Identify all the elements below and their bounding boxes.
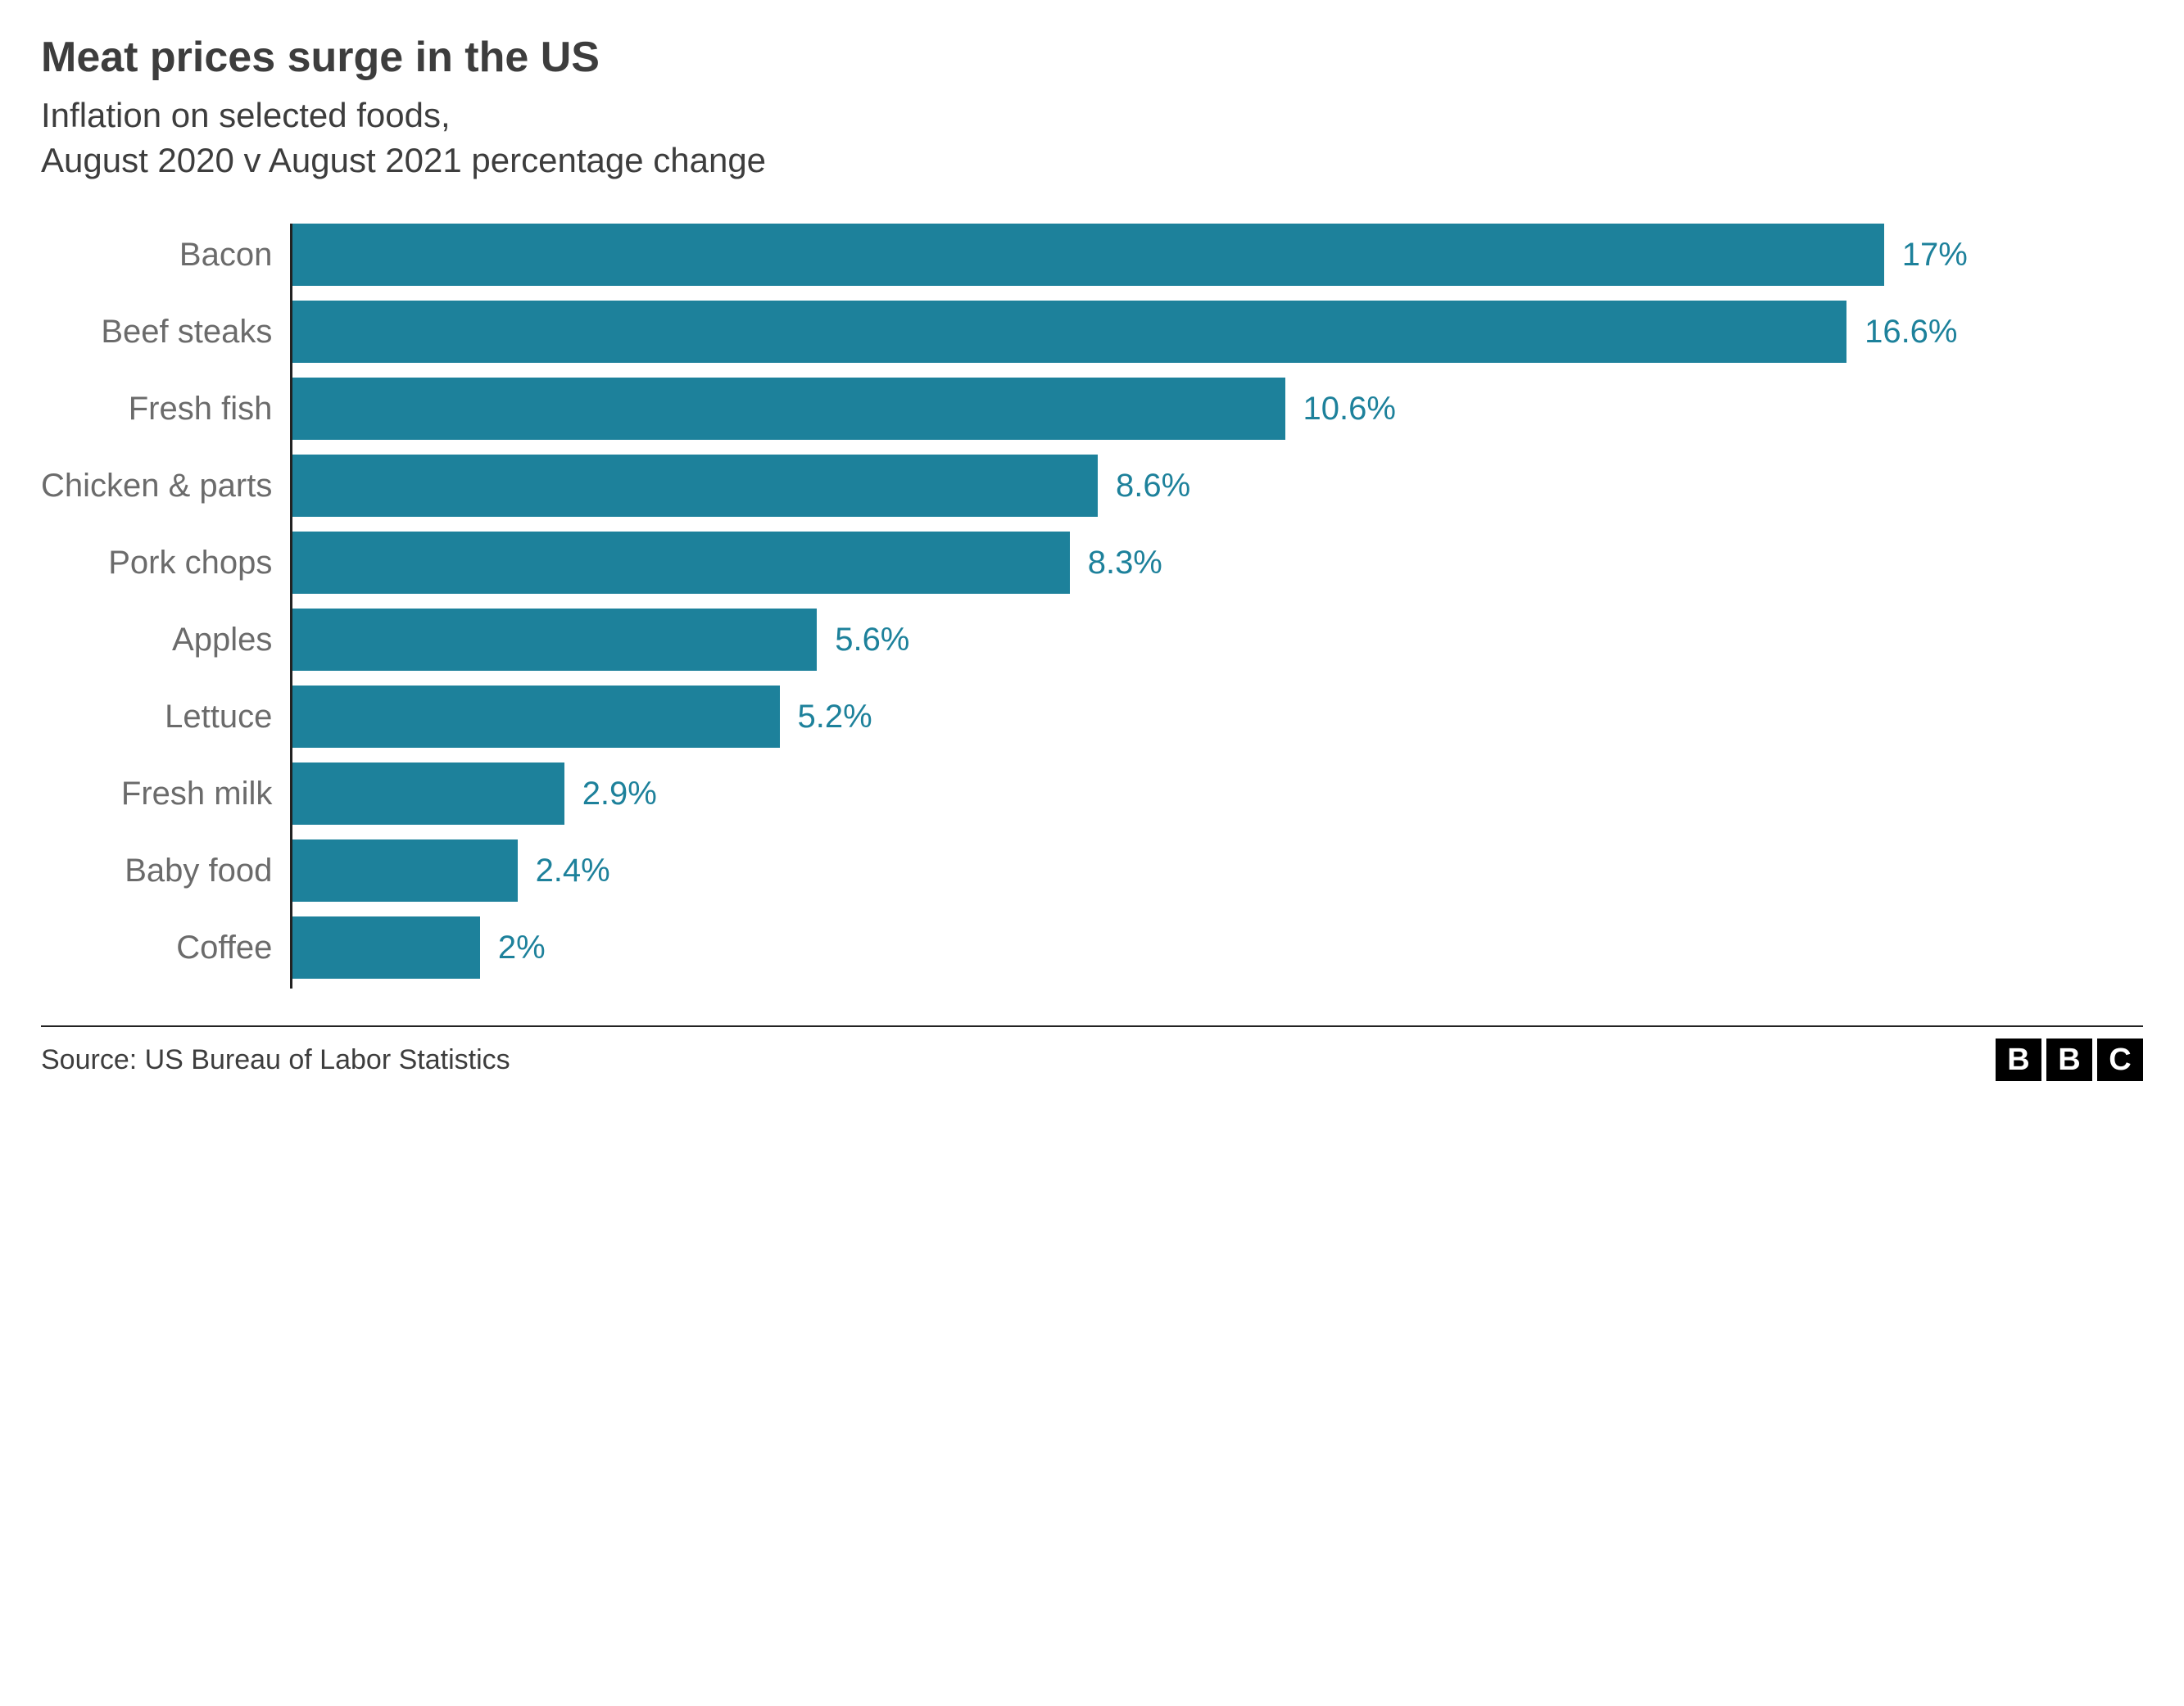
bar-row: 5.2% [292,686,2143,748]
bar-row: 2.9% [292,762,2143,825]
bar-value-label: 5.6% [817,622,909,658]
bar-value-label: 8.3% [1070,545,1162,581]
chart-body: Bacon Beef steaks Fresh fish Chicken & part… [41,224,2143,989]
bar [292,532,1069,594]
bar [292,762,564,825]
bar-row: 5.6% [292,609,2143,671]
bbc-logo-letter: B [2046,1039,2092,1081]
bar [292,609,817,671]
bar [292,455,1098,517]
bar-row: 10.6% [292,378,2143,440]
bar [292,839,517,902]
bar-value-label: 10.6% [1285,391,1396,428]
bbc-logo-letter: C [2097,1039,2143,1081]
y-axis-labels: Bacon Beef steaks Fresh fish Chicken & part… [41,224,290,989]
bar-value-label: 2.9% [564,776,657,812]
bar-row: 2.4% [292,839,2143,902]
bar-value-label: 2.4% [518,853,610,889]
chart-title: Meat prices surge in the US [41,33,2143,82]
bar [292,378,1285,440]
chart-footer: Source: US Bureau of Labor Statistics BB… [41,1025,2143,1081]
category-label: Pork chops [41,532,290,594]
source-text: Source: US Bureau of Labor Statistics [41,1044,510,1076]
bar-row: 16.6% [292,301,2143,363]
bars-column: 17% 16.6% 10.6% 8.6% 8.3% 5.6% 5.2% 2.9% 2.4% 2% [290,224,2143,989]
bar [292,224,1883,286]
category-label: Coffee [41,916,290,979]
category-label: Apples [41,609,290,671]
bar [292,301,1846,363]
category-label: Bacon [41,224,290,286]
bar-value-label: 8.6% [1098,468,1190,505]
bar [292,686,779,748]
bar-value-label: 16.6% [1846,314,1957,351]
category-label: Fresh milk [41,762,290,825]
bar [292,916,480,979]
bbc-logo: BBC [1996,1039,2143,1081]
bar-row: 8.3% [292,532,2143,594]
bbc-logo-letter: B [1996,1039,2041,1081]
bar-value-label: 2% [480,930,546,966]
category-label: Baby food [41,839,290,902]
category-label: Beef steaks [41,301,290,363]
category-label: Chicken & parts [41,455,290,517]
bar-row: 8.6% [292,455,2143,517]
chart-container: Meat prices surge in the US Inflation on… [41,33,2143,1081]
category-label: Lettuce [41,686,290,748]
bar-value-label: 17% [1884,237,1968,274]
chart-subtitle: Inflation on selected foods,August 2020 … [41,93,2143,183]
bar-row: 17% [292,224,2143,286]
category-label: Fresh fish [41,378,290,440]
bar-value-label: 5.2% [780,699,872,735]
bar-row: 2% [292,916,2143,979]
